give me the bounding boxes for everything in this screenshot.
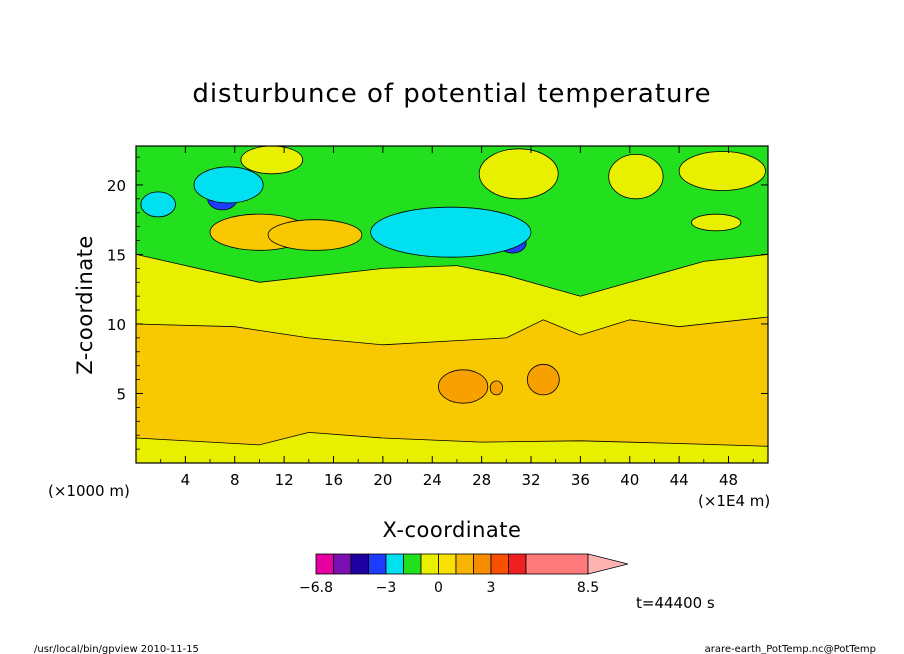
colorbar-segment-5 bbox=[403, 553, 422, 575]
colorbar-label-0: −6.8 bbox=[299, 580, 333, 596]
colorbar-segment-7 bbox=[438, 553, 457, 575]
plot-frame bbox=[135, 145, 769, 464]
colorbar-segment-8 bbox=[455, 553, 474, 575]
contour-blob-9 bbox=[140, 191, 176, 218]
y-axis-ticks: 5 10 15 20 bbox=[107, 156, 768, 450]
colorbar-segment-10 bbox=[490, 553, 509, 575]
contour-blob-11 bbox=[267, 219, 363, 251]
x-tick-label-28: 28 bbox=[472, 471, 491, 489]
x-tick-label-24: 24 bbox=[423, 471, 442, 489]
colorbar-segment-11 bbox=[508, 553, 527, 575]
y-tick-label-5: 5 bbox=[116, 385, 126, 403]
colorbar-segment-0 bbox=[315, 553, 334, 575]
colorbar bbox=[315, 553, 629, 575]
colorbar-segment-1 bbox=[333, 553, 352, 575]
x-tick-label-44: 44 bbox=[670, 471, 689, 489]
x-tick-label-4: 4 bbox=[181, 471, 191, 489]
x-tick-label-36: 36 bbox=[571, 471, 590, 489]
colorbar-label-3: 3 bbox=[487, 580, 496, 596]
y-tick-label-15: 15 bbox=[107, 246, 126, 264]
contour-blob-0 bbox=[437, 369, 489, 404]
footer-right: arare-earth_PotTemp.nc@PotTemp bbox=[705, 644, 876, 654]
x-axis-label: X-coordinate bbox=[383, 518, 522, 542]
colorbar-segment-9 bbox=[473, 553, 492, 575]
contour-blobs bbox=[140, 146, 766, 404]
x-tick-label-48: 48 bbox=[719, 471, 738, 489]
contour-layer-layer_yellow_low bbox=[136, 431, 768, 463]
colorbar-segment-12 bbox=[525, 553, 589, 575]
x-tick-label-20: 20 bbox=[373, 471, 392, 489]
colorbar-label-2: 0 bbox=[434, 580, 443, 596]
contour-blob-14 bbox=[678, 151, 766, 191]
colorbar-segment-4 bbox=[385, 553, 404, 575]
plot-area bbox=[136, 146, 768, 463]
footer-left: /usr/local/bin/gpview 2010-11-15 bbox=[34, 644, 199, 654]
contour-blob-8 bbox=[193, 166, 264, 204]
contour-blob-1 bbox=[526, 363, 560, 396]
x-tick-label-40: 40 bbox=[620, 471, 639, 489]
contour-layers bbox=[136, 146, 768, 463]
contour-blob-16 bbox=[240, 146, 304, 175]
colorbar-segment-3 bbox=[368, 553, 387, 575]
y-tick-label-10: 10 bbox=[107, 316, 126, 334]
x-axis-ticks: 4 8 12 16 20 24 28 32 36 40 44 48 bbox=[160, 146, 754, 489]
y-tick-label-20: 20 bbox=[107, 177, 126, 195]
colorbar-labels: −6.8 −3 0 3 8.5 bbox=[299, 580, 599, 596]
contour-blob-7 bbox=[370, 206, 532, 258]
contour-blob-15 bbox=[691, 213, 742, 232]
contour-blob-13 bbox=[608, 154, 664, 200]
colorbar-extend-arrow bbox=[587, 553, 629, 575]
x-tick-label-32: 32 bbox=[521, 471, 540, 489]
colorbar-label-1: −3 bbox=[376, 580, 397, 596]
x-tick-label-16: 16 bbox=[324, 471, 343, 489]
x-tick-label-8: 8 bbox=[230, 471, 240, 489]
chart-title: disturbunce of potential temperature bbox=[192, 79, 711, 109]
colorbar-segment-6 bbox=[420, 553, 439, 575]
x-tick-label-12: 12 bbox=[275, 471, 294, 489]
contour-blob-12 bbox=[478, 148, 559, 200]
x-unit-left: (×1000 m) bbox=[48, 482, 130, 500]
contour-blob-2 bbox=[489, 380, 503, 396]
colorbar-label-4: 8.5 bbox=[577, 580, 599, 596]
y-axis-label: Z-coordinate bbox=[73, 235, 97, 375]
time-annotation: t=44400 s bbox=[636, 594, 715, 612]
colorbar-segment-2 bbox=[350, 553, 369, 575]
x-unit-right: (×1E4 m) bbox=[698, 492, 770, 510]
